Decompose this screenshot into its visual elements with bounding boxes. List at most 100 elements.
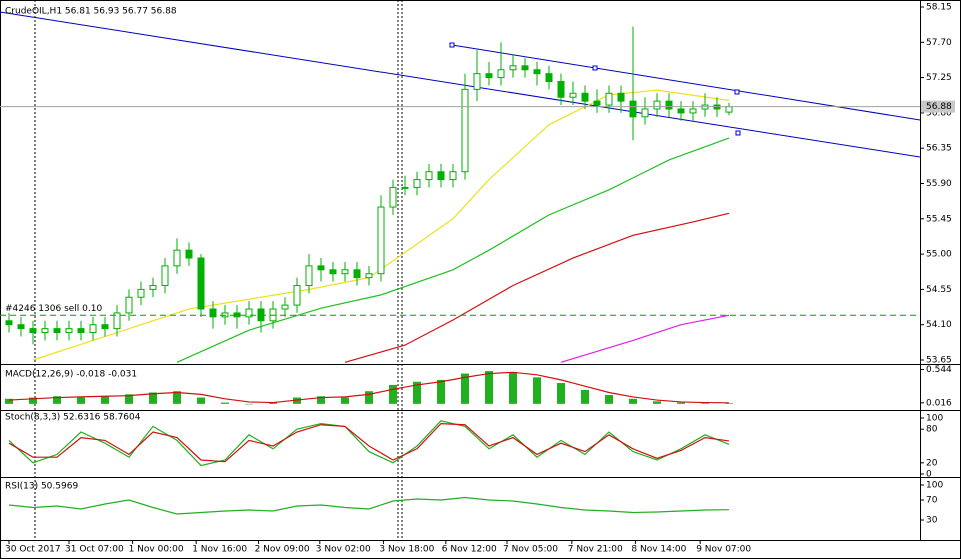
histogram-bar [77,397,85,404]
panel-title: Stoch(8,3,3) 52.6316 58.7604 [5,413,141,423]
candle-body [653,100,661,110]
histogram-bar [173,391,181,404]
candle-body [341,269,349,275]
candle-body [305,265,313,286]
candle-body [461,88,469,173]
candle-body [425,171,433,181]
candle-body [149,284,157,290]
histogram-bar [557,383,565,404]
candle-body [77,328,85,334]
candle-body [473,73,481,90]
trend-line [0,11,921,158]
histogram-bar [437,379,445,404]
candle-body [497,69,505,79]
period-separators [34,0,403,540]
y-tick-label: 55.90 [926,179,952,189]
x-tick-label: 1 Nov 00:00 [129,545,184,555]
trend-channel [0,11,921,158]
histogram-bar [605,395,613,404]
last-price-label: 56.88 [926,102,952,112]
candle-body [245,308,253,318]
x-tick-label: 7 Nov 05:00 [503,545,558,555]
histogram-bar [653,401,661,404]
panel-title: CrudeOIL,H1 56.81 56.93 56.77 56.88 [5,7,177,17]
order-label: #4246 1306 sell 0.10 [5,304,102,314]
candle-body [125,296,133,314]
histogram-bar [125,394,133,404]
indicator-line [8,422,730,463]
candle-body [65,328,73,334]
candle-body [521,65,529,71]
histogram-bar [221,402,229,404]
histogram-bar [365,391,373,404]
candle-body [569,92,577,98]
candle-body [605,92,613,106]
histogram-bar [701,403,709,404]
trend-line [451,44,921,121]
histogram-bar [101,396,109,404]
candle-body [449,171,457,181]
y-tick-label: 0 [926,470,932,480]
candle-body [5,320,13,326]
x-tick-label: 9 Nov 07:00 [696,545,751,555]
y-tick-label: 58.15 [926,3,952,13]
panel-title: RSI(13) 50.5969 [5,482,78,492]
histogram-bar [533,377,541,404]
indicator-line [344,212,730,363]
y-tick-label: 80 [926,425,938,435]
candle-body [89,324,97,334]
candle-body [545,73,553,83]
anchor [735,130,741,136]
candle-body [629,100,637,118]
histogram-bar [629,398,637,404]
y-tick-label: 54.55 [926,285,952,295]
candle-body [137,288,145,298]
x-tick-label: 30 Oct 2017 [5,545,61,555]
y-tick-label: 54.10 [926,320,952,330]
candle-body [641,108,649,118]
anchor [592,65,598,71]
y-tick-label: 56.35 [926,144,952,154]
candle-body [581,92,589,102]
histogram-bar [389,384,397,404]
candle-body [41,328,49,334]
y-tick-label: 100 [926,481,943,491]
candle-body [437,171,445,181]
x-tick-label: 6 Nov 12:00 [442,545,497,555]
separators [0,0,961,541]
candle-body [185,249,193,259]
candle-body [389,186,397,208]
candle-body [677,108,685,114]
anchor [449,42,455,48]
histogram-bar [461,373,469,404]
candle-body [689,108,697,114]
histogram-bar [5,398,13,404]
histogram-bar [245,403,253,405]
candle-body [509,65,517,71]
y-tick-label: 55.00 [926,250,952,260]
candle-body [665,100,673,110]
panel-title: MACD(12,26,9) -0.018 -0.031 [5,370,137,380]
histogram-bar [317,396,325,404]
y-tick-label: 56.80 [926,108,952,118]
y-tick-label: 57.70 [926,38,952,48]
candle-body [593,100,601,106]
candle-body [485,73,493,79]
candle-body [353,269,361,279]
candle-body [557,81,565,98]
x-tick-label: 7 Nov 21:00 [568,545,623,555]
candle-body [173,249,181,267]
histogram-bar [197,397,205,404]
last-price-box [921,100,955,113]
indicator-line [8,371,730,404]
candle-body [29,328,37,334]
candle-body [53,328,61,334]
histogram-bar [413,381,421,404]
candle-body [197,257,205,310]
y-tick-label: 20 [926,458,938,468]
y-tick-label: 100 [926,414,943,424]
x-tick-label: 2 Nov 09:00 [255,545,310,555]
x-tick-label: 1 Nov 16:00 [192,545,247,555]
histogram-bar [341,397,349,404]
